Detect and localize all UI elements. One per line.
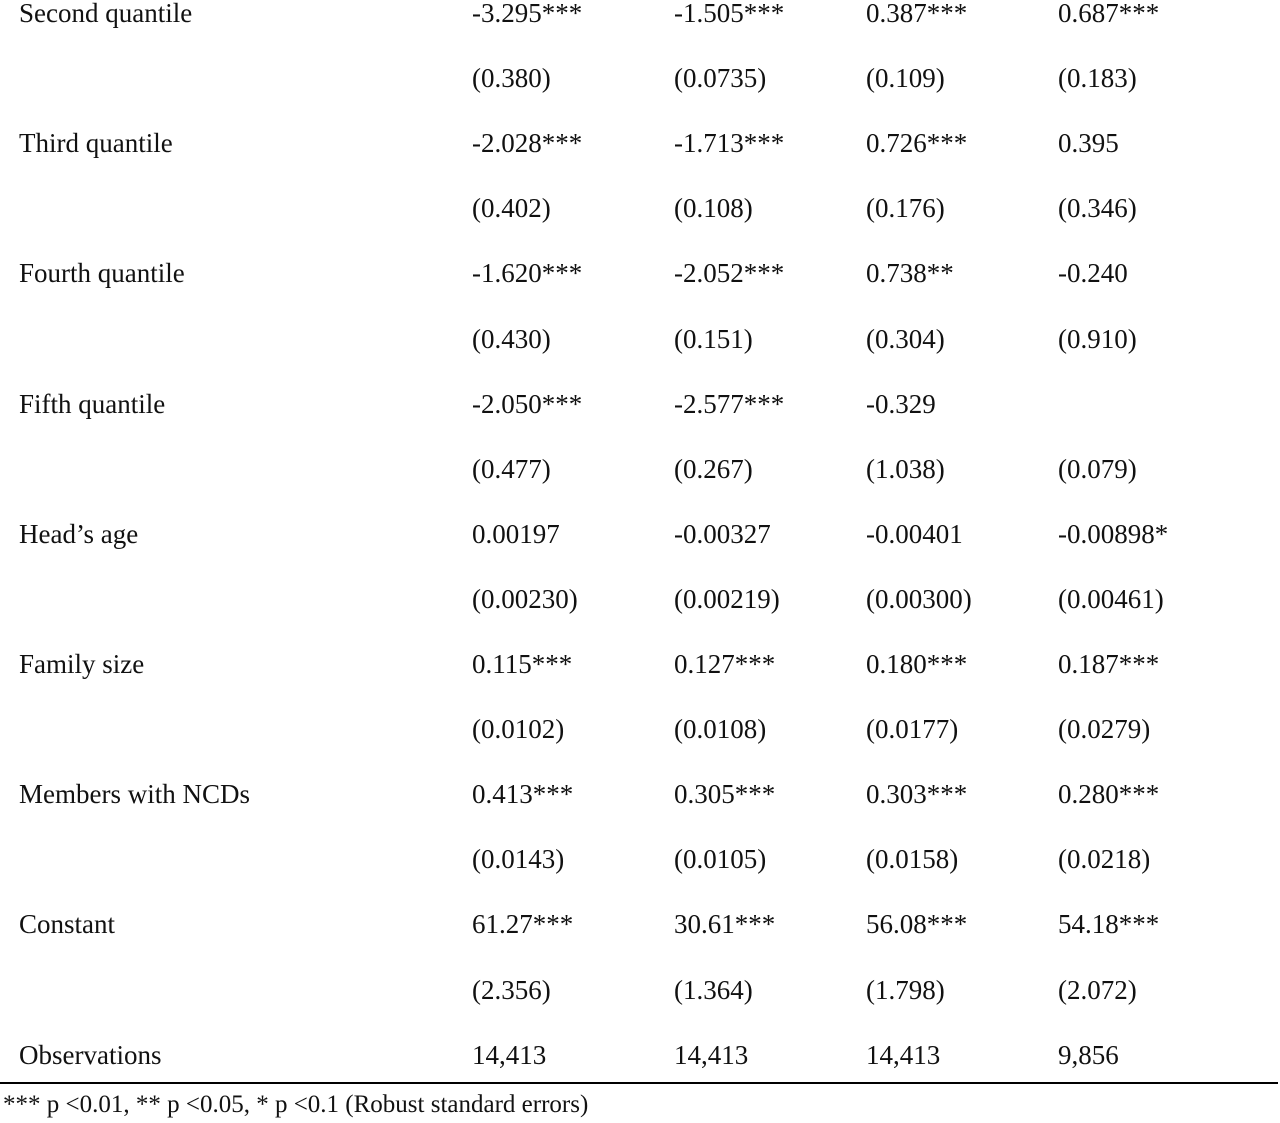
table-row: Fifth quantile -2.050*** -2.577*** -0.329 [0,384,1280,424]
table-row-standard-errors: (0.00230) (0.00219) (0.00300) (0.00461) [0,579,1280,619]
table-cell: -0.00898* [1058,518,1169,549]
table-row: Second quantile -3.295*** -1.505*** 0.387**… [0,0,1280,33]
table-cell: -0.240 [1058,258,1128,289]
row-label: Observations [19,1039,162,1070]
table-cell: 14,413 [866,1039,941,1070]
table-footnote: *** p <0.01, ** p <0.05, * p <0.1 (Robus… [3,1091,589,1118]
table-cell: 0.127*** [674,649,776,679]
table-cell: (0.0102) [472,714,565,745]
table-cell: 56.08*** [866,909,968,940]
table-row: Members with NCDs 0.413*** 0.305*** 0.303**… [0,774,1280,814]
table-cell: (0.0158) [866,844,959,875]
table-row-standard-errors: (0.380) (0.0735) (0.109) (0.183) [0,58,1280,98]
table-cell: (0.402) [472,193,551,224]
table-bottom-rule [0,1082,1278,1084]
table-cell: -3.295*** [472,0,583,28]
table-cell: (1.038) [866,453,945,484]
row-label: Members with NCDs [19,779,250,810]
table-row: Constant 61.27*** 30.61*** 56.08*** 54.18*** [0,904,1280,944]
row-label: Third quantile [19,128,173,159]
table-cell: (1.364) [674,974,753,1005]
table-cell: 0.726*** [866,128,968,159]
table-row: Fourth quantile -1.620*** -2.052*** 0.738**… [0,253,1280,293]
table-cell: -0.00401 [866,518,963,549]
table-cell: 0.305*** [674,779,776,810]
table-row-standard-errors: (0.477) (0.267) (1.038) (0.079) [0,449,1280,489]
table-cell: (2.356) [472,974,551,1005]
table-cell: (0.346) [1058,193,1137,224]
row-label: Fifth quantile [19,388,166,419]
table-cell: (0.380) [472,63,551,94]
table-cell: (0.0108) [674,714,767,745]
table-row: Head’s age 0.00197 -0.00327 -0.00401 -0.0089… [0,514,1280,554]
table-row-standard-errors: (2.356) (1.364) (1.798) (2.072) [0,970,1280,1010]
table-cell: (2.072) [1058,974,1137,1005]
table-cell: 14,413 [472,1039,547,1070]
table-cell: 0.413*** [472,779,574,810]
table-cell: (0.0177) [866,714,959,745]
table-cell: 0.00197 [472,518,560,549]
table-cell: -2.577*** [674,388,785,419]
table-cell: -1.713*** [674,128,785,159]
table-cell: 14,413 [674,1039,749,1070]
table-cell: 9,856 [1058,1039,1119,1070]
table-cell: (0.0218) [1058,844,1151,875]
table-cell: (0.910) [1058,323,1137,354]
table-cell: (0.267) [674,453,753,484]
table-cell: 0.303*** [866,779,968,810]
table-cell: (0.00300) [866,583,972,614]
table-cell: (0.304) [866,323,945,354]
table-cell: (0.079) [1058,453,1137,484]
table-cell: 61.27*** [472,909,574,940]
table-row: Observations 14,413 14,413 14,413 9,856 [0,1035,1280,1075]
table-cell: (0.0105) [674,844,767,875]
row-label: Fourth quantile [19,258,185,289]
table-cell: -0.329 [866,388,936,419]
table-row-standard-errors: (0.0102) (0.0108) (0.0177) (0.0279) [0,709,1280,749]
table-cell: (0.0735) [674,63,767,94]
row-label: Head’s age [19,518,139,549]
table-row: Family size 0.115*** 0.127*** 0.180*** 0.187… [0,644,1280,684]
table-cell: (0.477) [472,453,551,484]
table-cell: 0.387*** [866,0,968,28]
table-cell: (0.108) [674,193,753,224]
table-cell: 0.738** [866,258,954,289]
table-cell: (0.176) [866,193,945,224]
table-cell: (0.00461) [1058,583,1164,614]
table-cell: (0.430) [472,323,551,354]
table-row: Third quantile -2.028*** -1.713*** 0.726***… [0,123,1280,163]
table-cell: (1.798) [866,974,945,1005]
table-cell: (0.00219) [674,583,780,614]
table-cell: (0.151) [674,323,753,354]
table-cell: -2.052*** [674,258,785,289]
table-cell: -1.505*** [674,0,785,28]
table-cell: (0.00230) [472,583,578,614]
table-cell: (0.0143) [472,844,565,875]
table-cell: -1.620*** [472,258,583,289]
table-cell: 0.180*** [866,649,968,679]
row-label: Second quantile [19,0,193,28]
table-cell: -0.00327 [674,518,771,549]
table-cell: -2.028*** [472,128,583,159]
table-cell: 0.395 [1058,128,1119,159]
row-label: Family size [19,649,145,679]
table-cell: (0.183) [1058,63,1137,94]
row-label: Constant [19,909,116,940]
table-cell: (0.0279) [1058,714,1151,745]
table-row-standard-errors: (0.402) (0.108) (0.176) (0.346) [0,188,1280,228]
table-cell: -2.050*** [472,388,583,419]
table-cell: 0.115*** [472,649,573,679]
table-row-standard-errors: (0.0143) (0.0105) (0.0158) (0.0218) [0,839,1280,879]
table-row-standard-errors: (0.430) (0.151) (0.304) (0.910) [0,319,1280,359]
table-cell: 0.687*** [1058,0,1160,28]
table-cell: 0.187*** [1058,649,1160,679]
table-cell: 54.18*** [1058,909,1160,940]
table-cell: (0.109) [866,63,945,94]
table-cell: 30.61*** [674,909,776,940]
table-cell: 0.280*** [1058,779,1160,810]
